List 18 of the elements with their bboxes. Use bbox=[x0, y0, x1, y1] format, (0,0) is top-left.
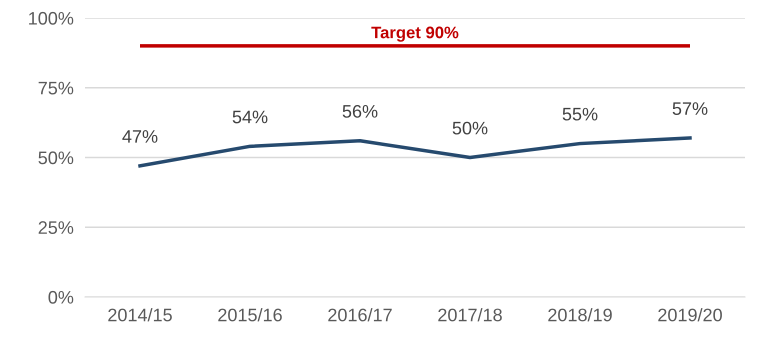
data-label: 56% bbox=[342, 104, 378, 118]
data-label: 54% bbox=[232, 110, 268, 124]
x-tick-label: 2015/16 bbox=[218, 308, 282, 322]
y-tick-label: 50% bbox=[38, 151, 74, 164]
y-tick-label: 0% bbox=[48, 290, 74, 304]
x-tick-label: 2017/18 bbox=[438, 308, 502, 322]
x-tick-label: 2014/15 bbox=[108, 308, 172, 322]
x-tick-label: 2019/20 bbox=[658, 308, 722, 322]
y-tick-label: 75% bbox=[38, 82, 74, 94]
x-tick-label: 2018/19 bbox=[548, 308, 612, 322]
y-tick-label: 25% bbox=[38, 221, 74, 234]
data-label: 57% bbox=[672, 102, 708, 115]
ref-line-label: Target 90% bbox=[371, 26, 458, 42]
y-tick-label: 100% bbox=[29, 12, 74, 25]
data-label: 47% bbox=[122, 130, 158, 143]
data-label: 50% bbox=[452, 122, 488, 134]
data-label: 55% bbox=[562, 108, 598, 121]
x-tick-label: 2016/17 bbox=[328, 308, 392, 322]
